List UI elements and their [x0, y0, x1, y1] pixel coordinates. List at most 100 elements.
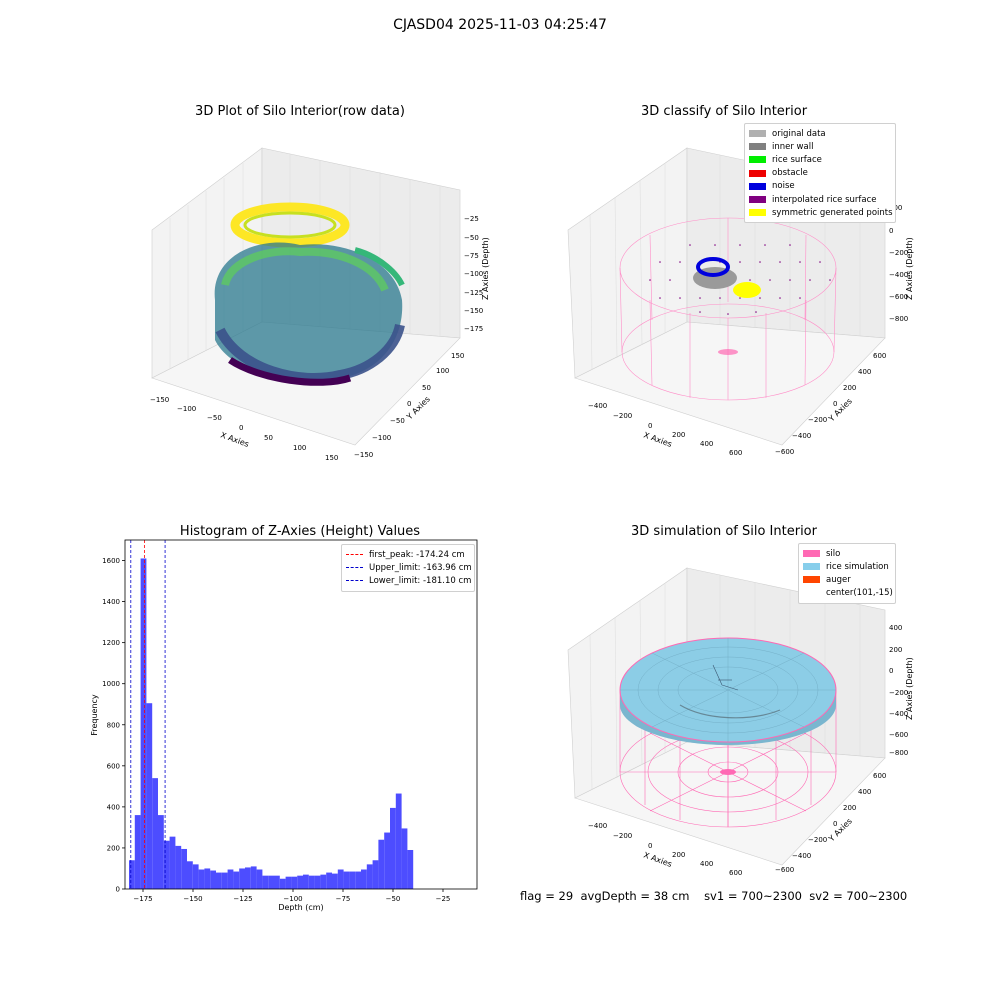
classify-xtick: 0: [648, 422, 652, 430]
histogram-bar: [227, 869, 234, 889]
simulation-zlabel: Z Axies (Depth): [905, 657, 914, 720]
raw-zlabel: Z Axies (Depth): [481, 237, 490, 300]
simulation-xtick: 0: [648, 842, 652, 850]
legend-line: [346, 567, 363, 569]
status-sv1: sv1 = 700~2300: [704, 889, 802, 903]
histogram-bar: [274, 875, 280, 889]
histogram-xtick-label: −100: [283, 895, 302, 903]
raw-ytick: −150: [354, 451, 373, 459]
histogram-bar: [245, 867, 251, 889]
histogram-bar: [175, 845, 182, 889]
legend-swatch: [803, 576, 820, 584]
histogram-vlines: [130, 540, 166, 889]
simulation-ztick: −200: [889, 689, 908, 697]
histogram-bar: [355, 871, 361, 889]
histogram-bar: [390, 807, 396, 889]
legend-swatch: [749, 209, 766, 217]
legend-entry: rice simulation: [803, 560, 891, 573]
histogram-bars: [129, 558, 414, 889]
histogram-bar: [291, 876, 298, 889]
histogram-bar: [279, 878, 286, 889]
classify-zlabel: Z Axies (Depth): [905, 237, 914, 300]
histogram-bar: [181, 848, 187, 889]
histogram-bar: [401, 828, 408, 889]
histogram-xticks: −175 −150 −125 −100 −75 −50 −25: [133, 889, 450, 903]
simulation-xtick: 600: [729, 869, 742, 877]
legend-label: silo: [826, 548, 841, 559]
simulation-ytick: 600: [873, 772, 886, 780]
legend-swatch: [803, 550, 820, 558]
legend-label: Lower_limit: -181.10 cm: [369, 575, 472, 586]
histogram-bar: [384, 832, 390, 889]
simulation-xtick: −200: [613, 832, 632, 840]
histogram-bar: [332, 873, 338, 889]
classify-symmetric-points: [733, 282, 761, 298]
histogram-bar: [239, 868, 245, 889]
classify-ztick: 0: [889, 227, 893, 235]
legend-entry: interpolated rice surface: [749, 193, 891, 206]
histogram-bar: [337, 869, 344, 889]
histogram-bar: [152, 778, 158, 889]
raw-xtick: 50: [264, 434, 273, 442]
histogram-bar: [320, 874, 327, 889]
histogram-bar: [407, 849, 414, 889]
histogram-bar: [349, 871, 356, 889]
classify-xtick: −200: [613, 412, 632, 420]
raw-ytick: 0: [407, 400, 411, 408]
histogram-bar: [285, 876, 292, 889]
histogram-bar: [198, 869, 205, 889]
classify-silo-wireframe: [619, 217, 837, 401]
histogram-xtick-label: −75: [336, 895, 351, 903]
legend-label: rice surface: [772, 154, 822, 165]
histogram-bar: [129, 860, 135, 889]
simulation-rice-depression: [679, 704, 781, 719]
legend-swatch: [749, 196, 766, 204]
histogram-ytick-label: 1200: [102, 639, 120, 647]
histogram-yticks: 0 200 400 600 800 1000 1200 1400 1600: [102, 557, 125, 894]
legend-entry: original data: [749, 127, 891, 140]
legend-entry: obstacle: [749, 167, 891, 180]
raw-xtick: 0: [239, 424, 243, 432]
simulation-ytick: −400: [792, 852, 811, 860]
legend-swatch: [749, 143, 766, 151]
classify-silo-bottom-center: [718, 349, 738, 355]
legend-entry: auger: [803, 573, 891, 586]
legend-entry: symmetric generated points: [749, 206, 893, 219]
raw-xtick: −100: [177, 405, 196, 413]
classify-ztick: −800: [889, 315, 908, 323]
histogram-bar: [163, 840, 170, 889]
legend-swatch: [803, 563, 820, 571]
simulation-legend: silo rice simulation auger center(101,-1…: [798, 543, 896, 604]
classify-legend: original data inner wall rice surface ob…: [744, 123, 896, 224]
legend-line: [346, 554, 363, 556]
histogram-bar: [256, 869, 263, 889]
simulation-ztick: 400: [889, 624, 902, 632]
simulation-ztick: −600: [889, 731, 908, 739]
legend-label: interpolated rice surface: [772, 194, 877, 205]
histogram-bar: [233, 871, 240, 889]
raw-ztick: −100: [464, 270, 483, 278]
histogram-bar: [262, 875, 269, 889]
classify-xtick: 200: [672, 431, 685, 439]
simulation-ytick: 200: [843, 804, 856, 812]
legend-label: symmetric generated points: [772, 207, 893, 218]
histogram-bar: [158, 815, 164, 889]
classify-plot-title: 3D classify of Silo Interior: [640, 104, 808, 119]
classify-noise-points: [696, 257, 730, 277]
legend-entry: silo: [803, 547, 891, 560]
histogram-bar: [268, 875, 274, 889]
legend-label: auger: [826, 574, 851, 585]
legend-label: original data: [772, 128, 826, 139]
histogram-bar: [326, 872, 332, 889]
histogram-title: Histogram of Z-Axies (Height) Values: [179, 524, 421, 539]
histogram-bar: [372, 860, 379, 889]
histogram-bar: [169, 836, 176, 889]
histogram-bar: [134, 815, 141, 889]
legend-swatch: [749, 169, 766, 177]
classify-ztick: −600: [889, 293, 908, 301]
raw-point-cloud: [214, 202, 405, 386]
histogram-ytick-label: 1600: [102, 557, 120, 565]
legend-swatch: [749, 130, 766, 138]
simulation-xlabel: X Axies: [642, 850, 673, 869]
histogram-ytick-label: 600: [107, 762, 120, 770]
